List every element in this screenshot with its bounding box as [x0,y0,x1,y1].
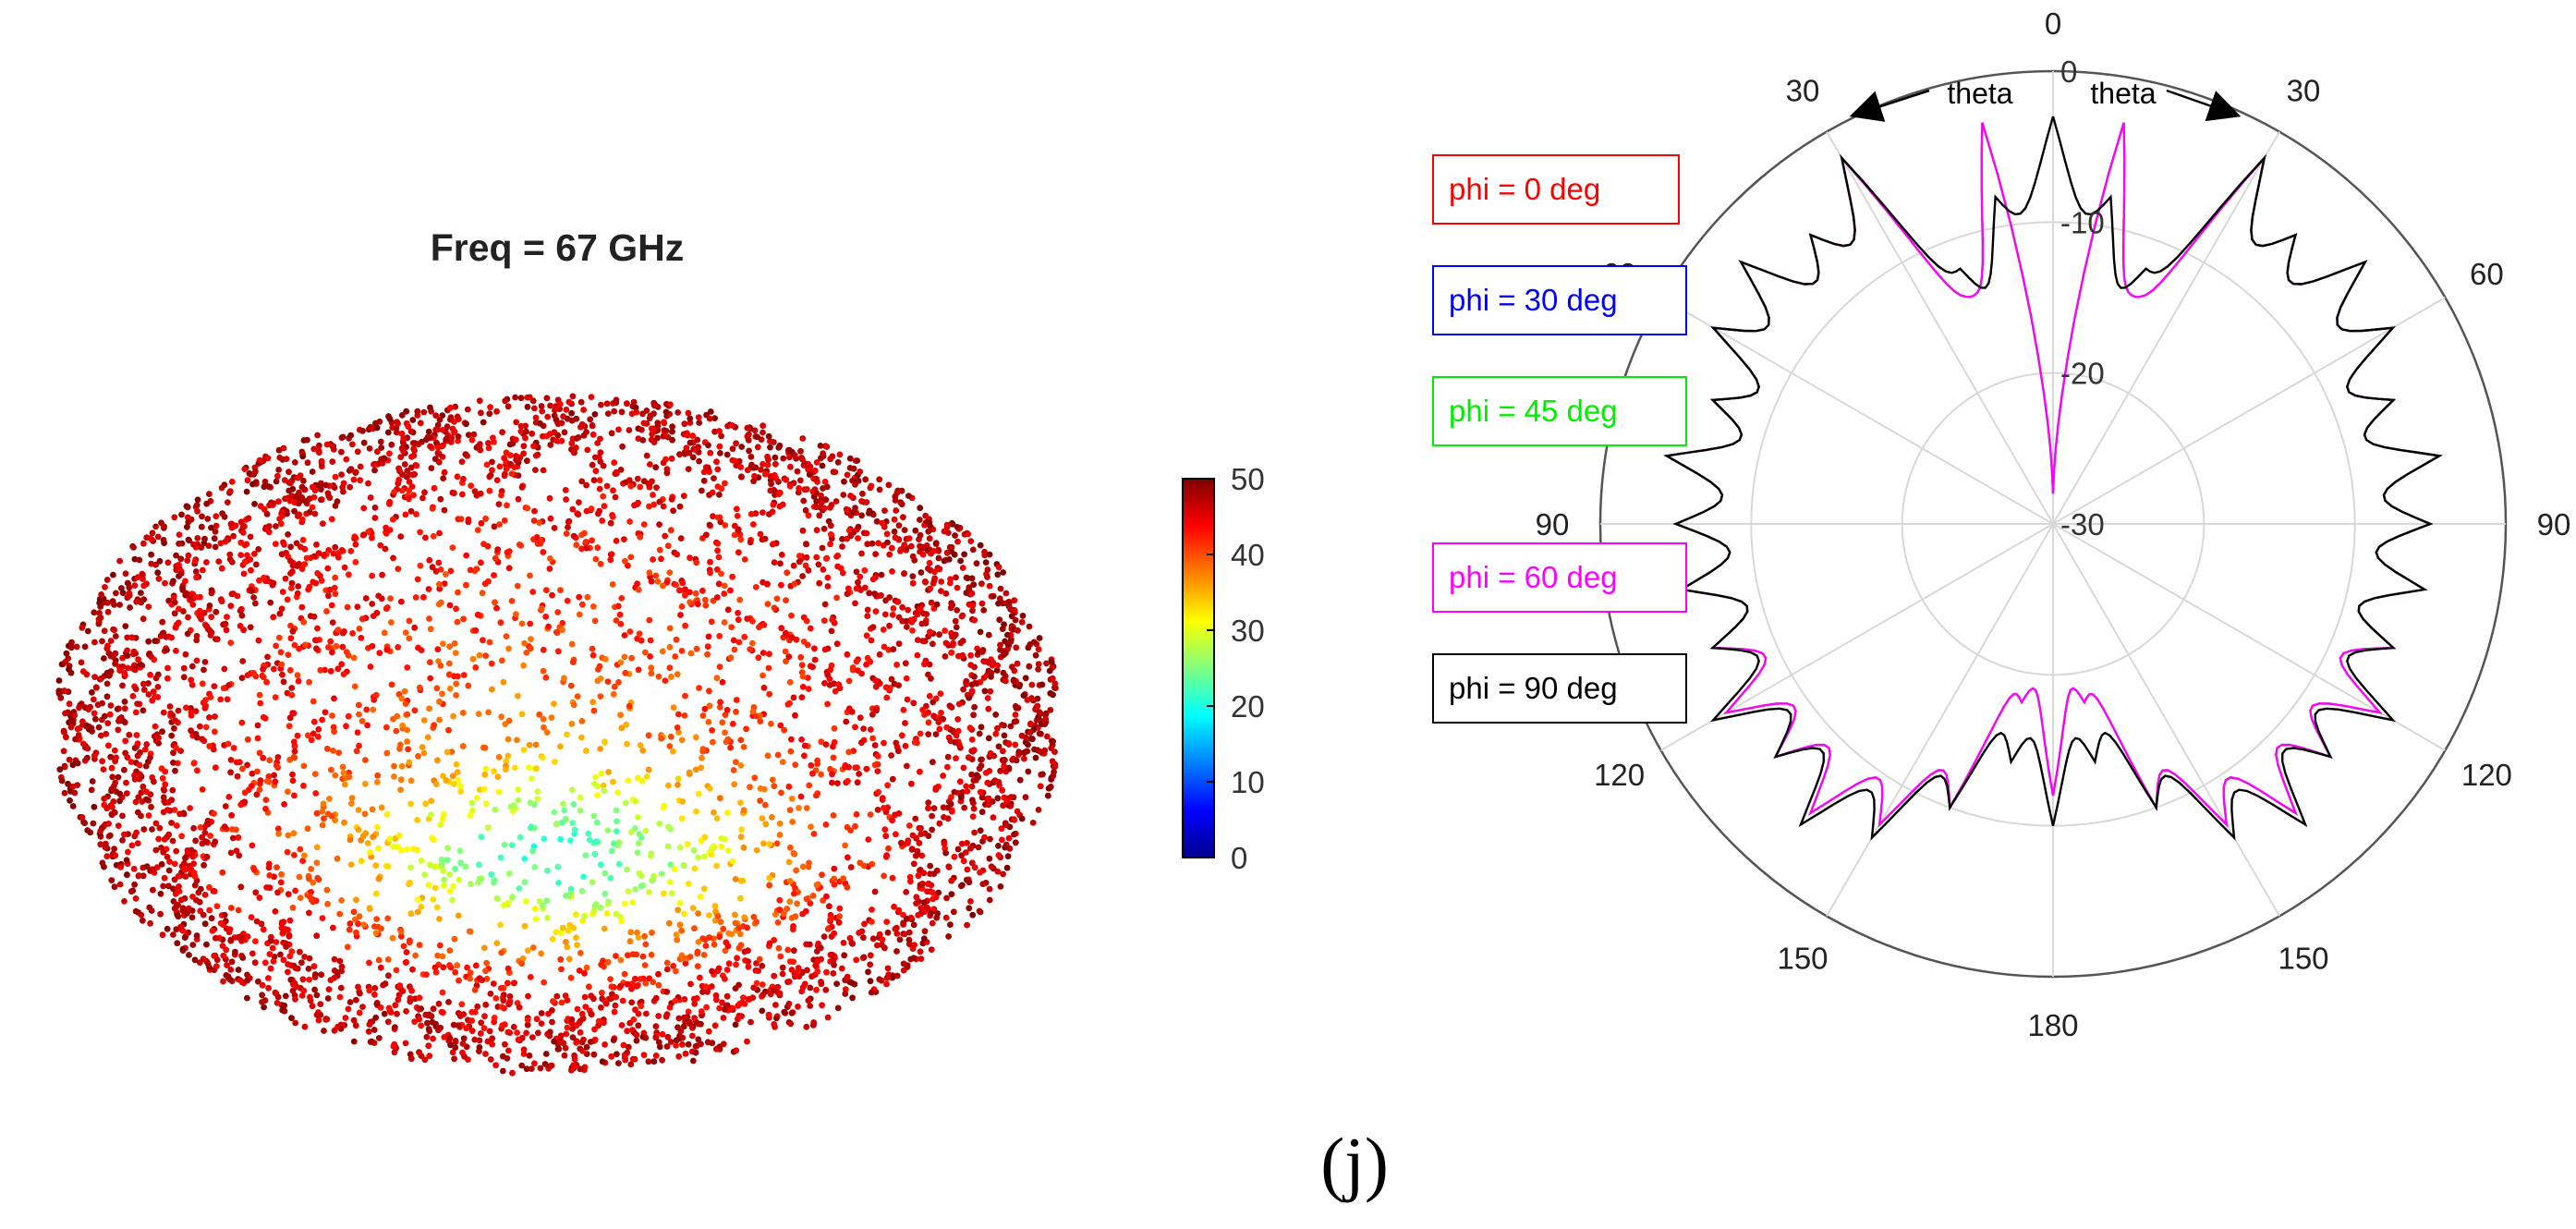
legend-box [1432,653,1687,724]
polar-radius-label: -10 [2060,205,2105,239]
theta-label-right: theta [2090,77,2156,110]
polar-grid-spoke [2052,523,2280,917]
pattern-3d-point-cloud [55,393,1059,1077]
polar-angle-label: 60 [2470,257,2504,291]
pattern-3d-panel: Freq = 67 GHz 50 40 30 20 10 0 [55,226,1265,1077]
legend-box [1432,154,1680,225]
polar-grid-spoke [1826,131,2054,525]
polar-grid [1598,69,2508,979]
polar-angle-label: 30 [1786,74,1820,108]
pattern-3d-title: Freq = 67 GHz [431,226,685,269]
polar-series [1663,116,2443,841]
legend-entry: phi = 0 deg [1449,172,1600,206]
colorbar-tick-label: 20 [1231,689,1265,724]
polar-angle-label: 90 [2537,507,2571,541]
colorbar-tick-label: 50 [1231,462,1265,496]
colorbar-tick-label: 10 [1231,765,1265,799]
legend-entry: phi = 45 deg [1449,394,1618,428]
theta-indicator-left: theta [1849,77,2013,122]
polar-panel: 03060901201501803060901201500-10-20-30 t… [1432,6,2571,1042]
polar-grid-spoke [2052,523,2446,751]
theta-label-left: theta [1947,77,2012,110]
polar-radius-label: -20 [2060,357,2105,391]
polar-grid-spoke [1826,523,2054,917]
legend-box [1432,376,1687,446]
legend-entry: phi = 30 deg [1449,283,1618,317]
colorbar-tick-label: 30 [1231,614,1265,648]
polar-labels: 03060901201501803060901201500-10-20-30 [1536,6,2571,1042]
polar-angle-label: 30 [2287,74,2321,108]
theta-indicator-right: theta [2090,77,2242,122]
colorbar-gradient [1182,478,1215,858]
polar-grid-spoke [1660,523,2054,751]
colorbar-tick-label: 40 [1231,538,1265,572]
polar-angle-label: 120 [1594,758,1645,792]
polar-series-line [1663,116,2443,841]
polar-angle-label: 90 [1536,507,1570,541]
polar-angle-label: 150 [1777,941,1828,975]
polar-angle-label: 0 [2045,6,2061,41]
colorbar: 50 40 30 20 10 0 [1182,462,1265,875]
polar-radius-label: -30 [2060,507,2105,541]
polar-angle-label: 150 [2278,941,2328,975]
polar-legend: phi = 0 deg phi = 30 deg phi = 45 deg phi =… [1432,154,1687,724]
polar-grid-spoke [1660,297,2054,525]
polar-radius-label: 0 [2060,55,2077,89]
figure-caption: (j) [1320,1123,1389,1203]
polar-angle-label: 120 [2461,758,2512,792]
polar-grid-spoke [2052,297,2446,525]
legend-entry: phi = 90 deg [1449,671,1618,705]
polar-angle-label: 180 [2027,1008,2078,1042]
colorbar-tick-label: 0 [1231,841,1247,875]
legend-entry: phi = 60 deg [1449,560,1618,594]
polar-grid-spoke [2052,131,2280,525]
legend-box [1432,542,1687,613]
legend-box [1432,265,1687,335]
